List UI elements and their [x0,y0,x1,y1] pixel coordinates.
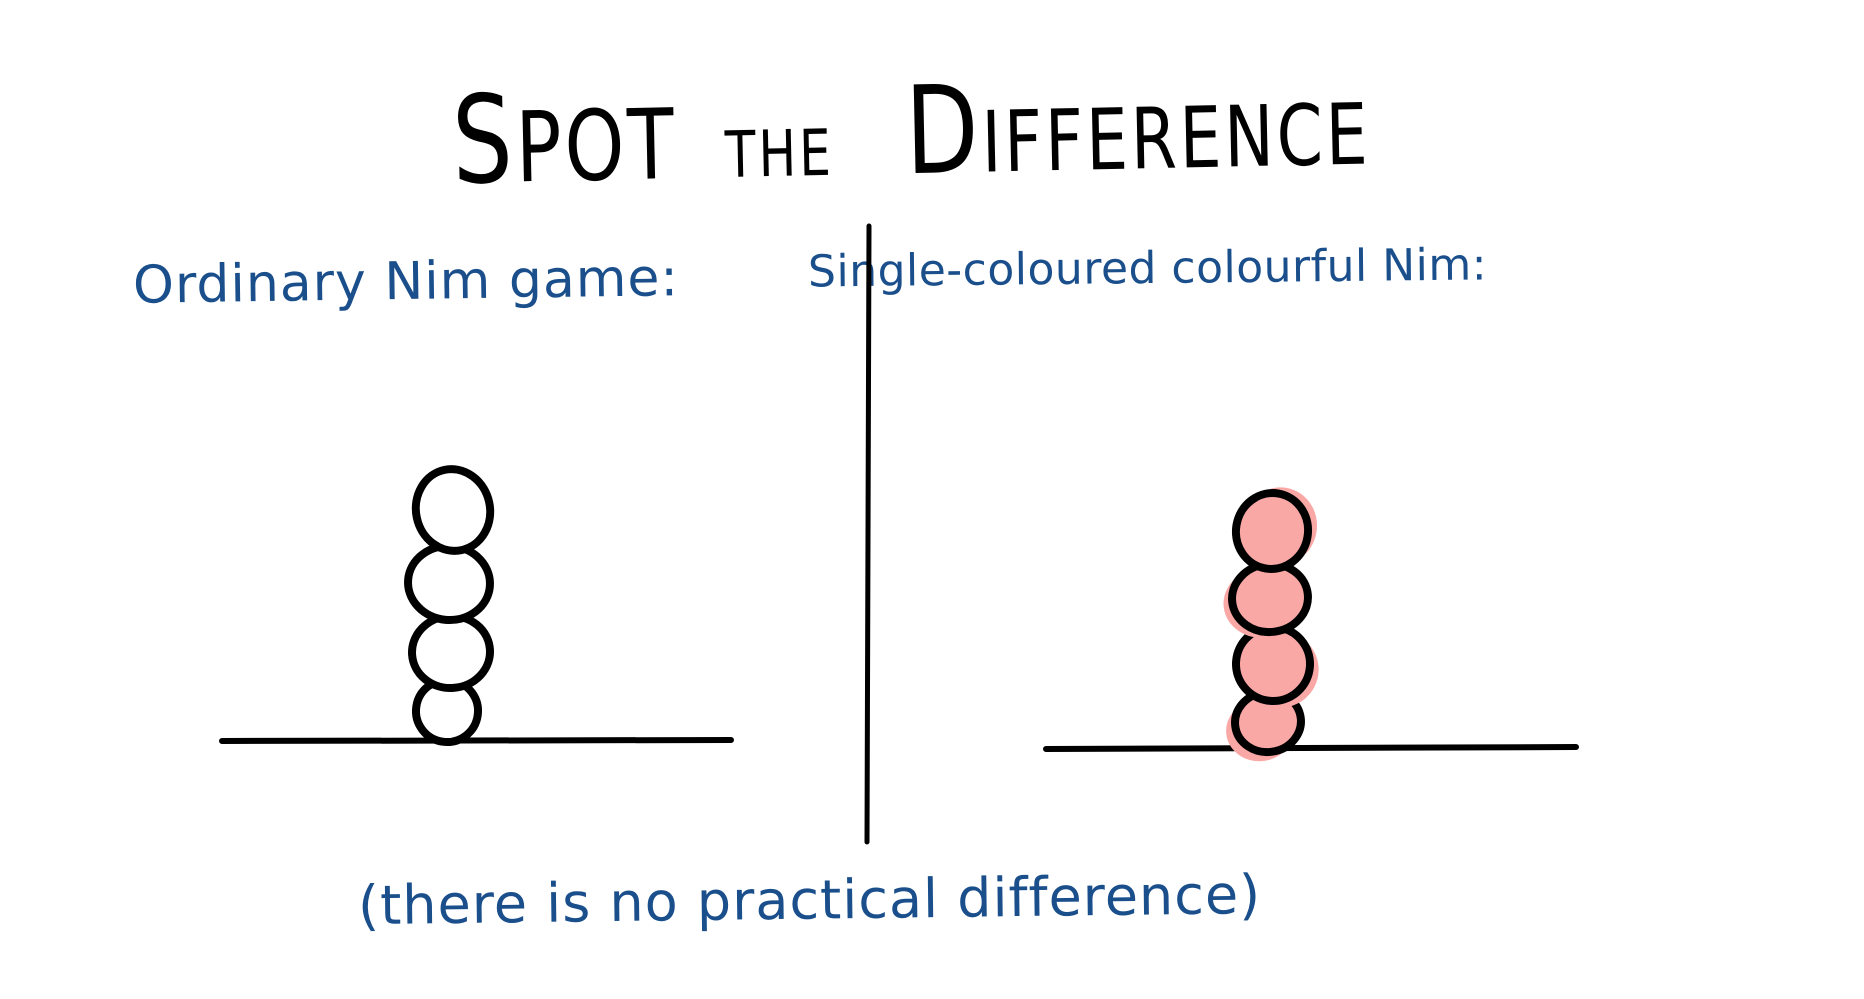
right-ground-line [1043,744,1579,752]
nim-stone [1232,623,1314,705]
nim-stone [404,541,494,625]
nim-stone [1231,489,1313,573]
left-nim-stack [404,465,495,746]
nim-stone [411,465,495,555]
right-nim-stack [1223,487,1319,762]
divider-line [864,223,872,845]
nim-stone [408,611,494,693]
left-ground-line [219,737,734,744]
